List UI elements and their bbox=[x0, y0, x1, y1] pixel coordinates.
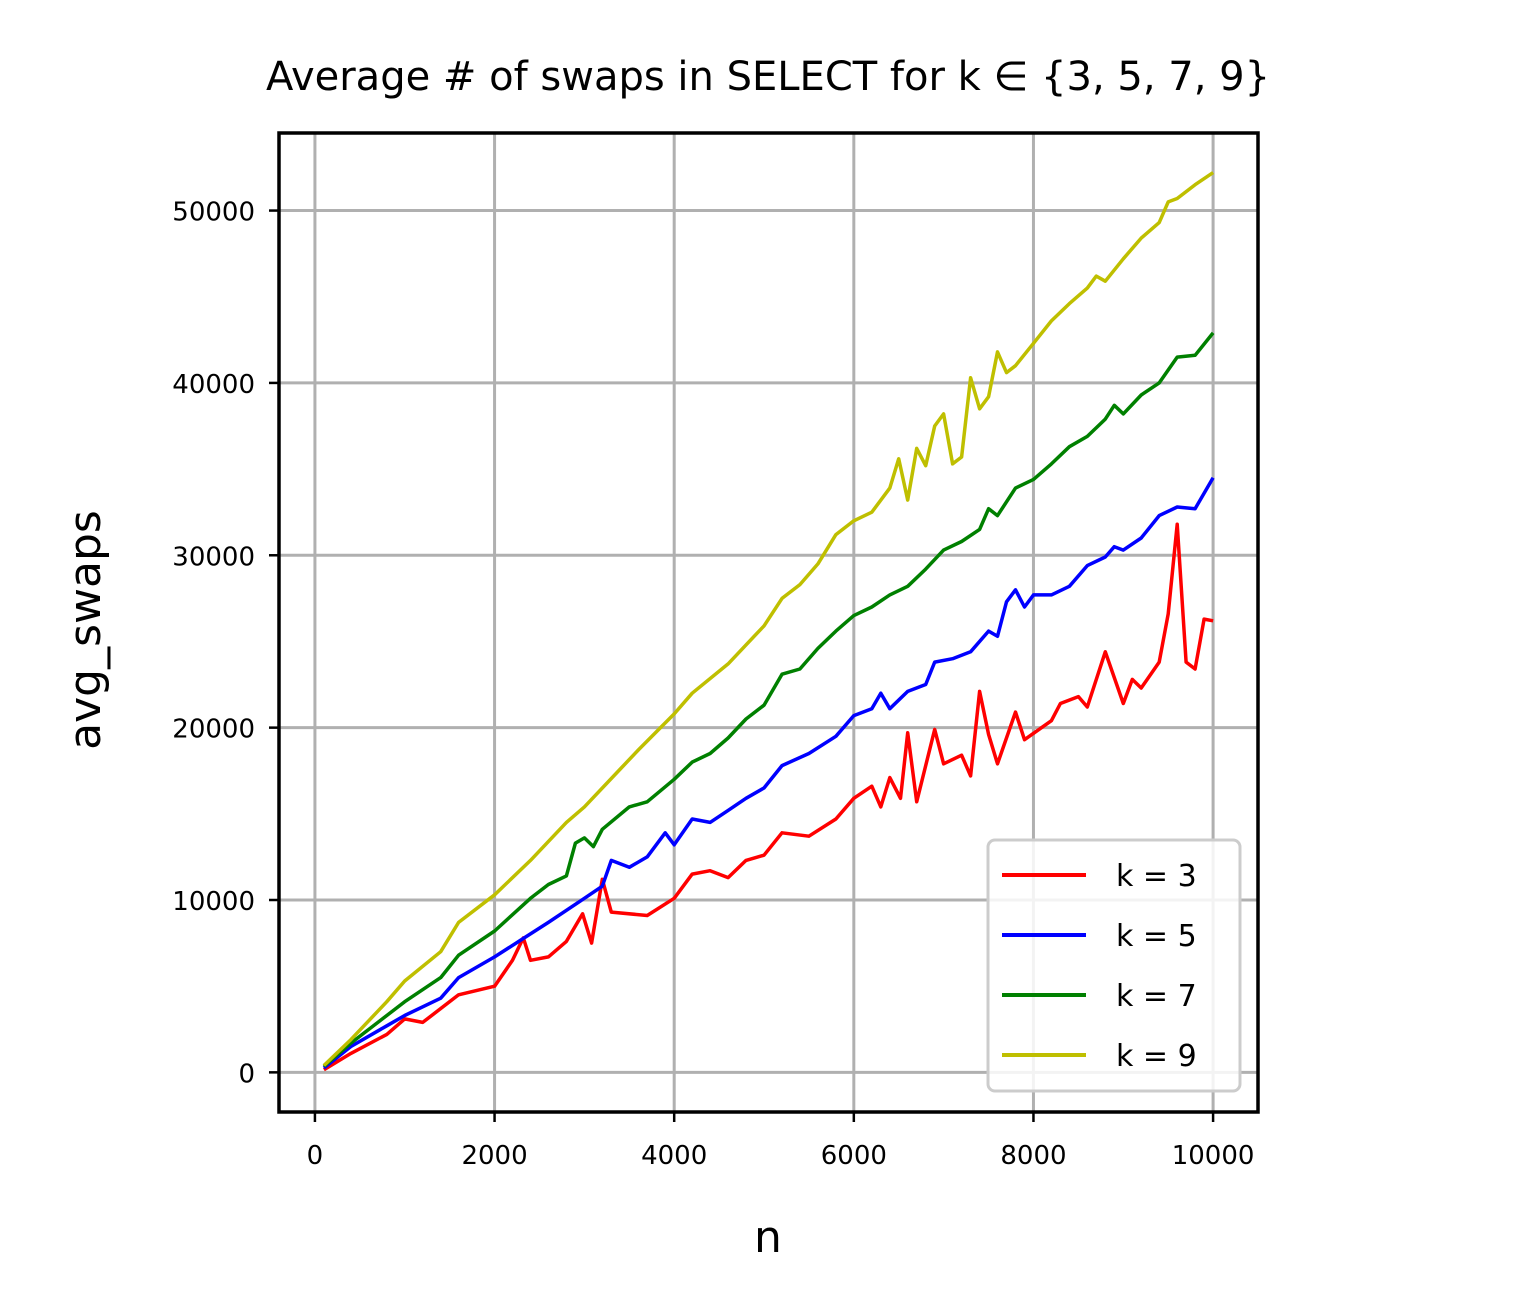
x-tick-label: 2000 bbox=[461, 1141, 527, 1171]
y-tick-label: 20000 bbox=[172, 715, 255, 745]
series-lines bbox=[322, 171, 1215, 1072]
series-line-k7 bbox=[322, 331, 1215, 1068]
x-axis-label: n bbox=[754, 1212, 782, 1263]
x-tick-label: 4000 bbox=[641, 1141, 707, 1171]
plot-frame bbox=[277, 131, 1260, 1114]
legend-box bbox=[986, 838, 1242, 1093]
grid-lines bbox=[279, 133, 1258, 1112]
y-tick-label: 10000 bbox=[172, 887, 255, 917]
y-tick-label: 30000 bbox=[172, 542, 255, 572]
y-tick-label: 40000 bbox=[172, 370, 255, 400]
x-tick-label: 6000 bbox=[821, 1141, 887, 1171]
legend-label: k = 5 bbox=[1116, 919, 1197, 954]
x-tick-label: 8000 bbox=[1000, 1141, 1066, 1171]
chart-title: Average # of swaps in SELECT for k ∈ {3,… bbox=[266, 54, 1270, 100]
x-tick-label: 10000 bbox=[1172, 1141, 1255, 1171]
x-tick-label: 0 bbox=[307, 1141, 324, 1171]
legend-label: k = 3 bbox=[1116, 859, 1197, 894]
x-axis-ticks: 0 2000 4000 6000 8000 10000 bbox=[307, 1112, 1255, 1171]
y-tick-label: 0 bbox=[238, 1059, 255, 1089]
legend-label: k = 7 bbox=[1116, 979, 1197, 1014]
y-axis-label: avg_swaps bbox=[60, 510, 111, 750]
y-tick-label: 50000 bbox=[172, 198, 255, 228]
y-axis-ticks: 0 10000 20000 30000 40000 50000 bbox=[172, 198, 279, 1089]
series-line-k5 bbox=[322, 476, 1215, 1070]
legend-label: k = 9 bbox=[1116, 1039, 1197, 1074]
series-line-k9 bbox=[322, 171, 1215, 1067]
series-line-k3 bbox=[322, 522, 1214, 1072]
legend: k = 3 k = 5 k = 7 k = 9 bbox=[986, 838, 1242, 1093]
